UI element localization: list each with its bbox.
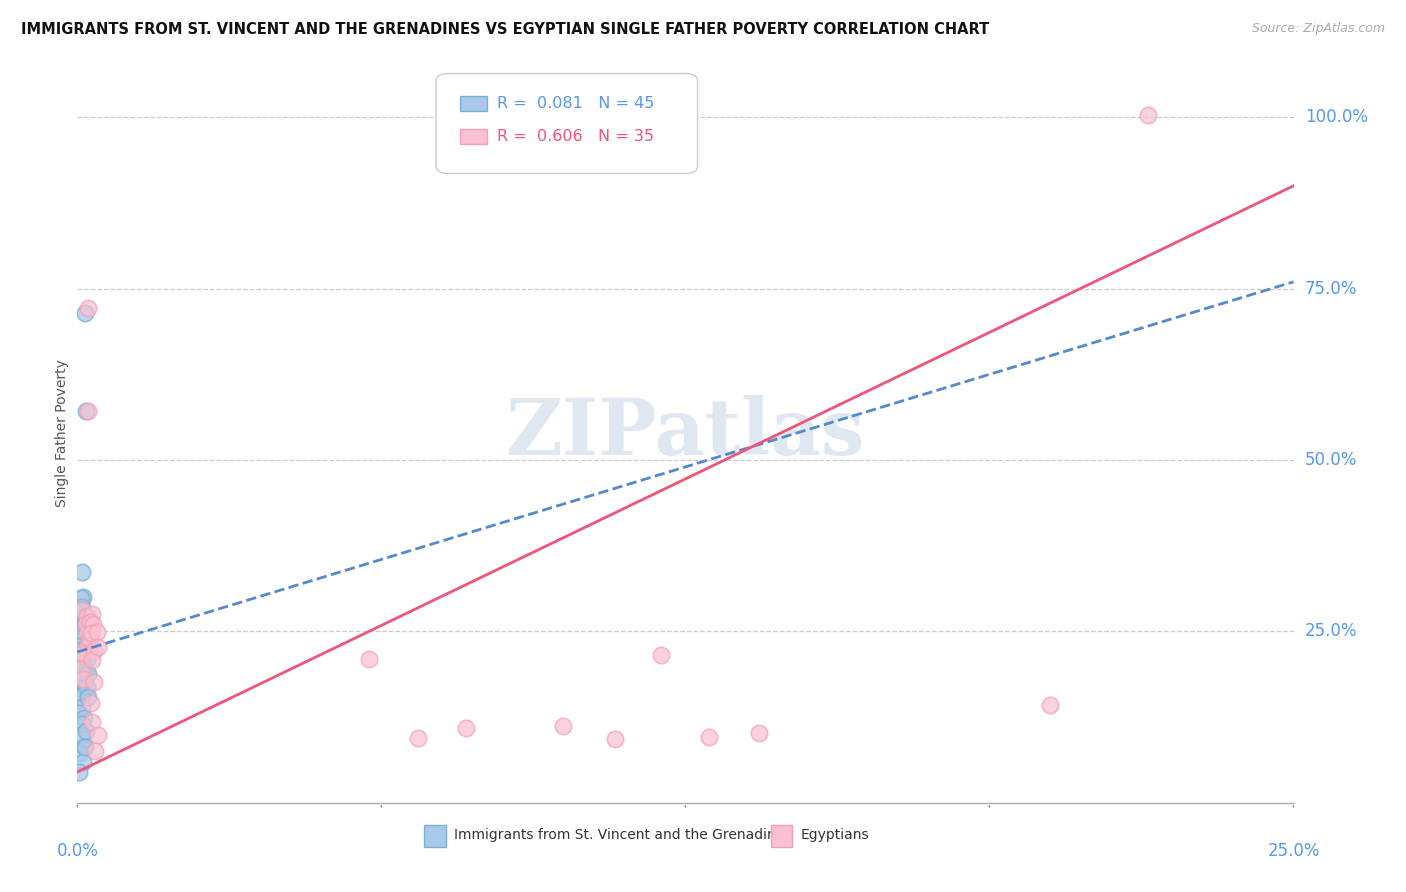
Point (359, 652, 381, 666)
Point (73, 739, 96, 754)
Point (72, 674, 94, 689)
Point (67, 706, 90, 721)
Text: Source: ZipAtlas.com: Source: ZipAtlas.com (1251, 22, 1385, 36)
Point (70, 634, 93, 648)
Point (70, 565, 93, 579)
Text: 25.0%: 25.0% (1267, 842, 1320, 860)
Point (70, 599, 93, 614)
Point (75, 680, 97, 694)
Point (72, 590, 94, 604)
FancyBboxPatch shape (436, 73, 697, 173)
Point (70, 642, 93, 657)
Point (72, 652, 94, 666)
Point (67, 765, 90, 780)
Point (73, 710, 96, 724)
Point (83, 644, 105, 658)
Point (75, 617, 97, 632)
Bar (425, 825, 446, 847)
Point (75, 724, 97, 739)
Point (83, 674, 105, 689)
Point (70, 644, 93, 658)
Point (70, 647, 93, 661)
Point (1039, 698, 1062, 712)
Point (75, 404, 97, 418)
Point (73, 667, 96, 681)
Bar (770, 825, 793, 847)
Point (70, 638, 93, 652)
Text: IMMIGRANTS FROM ST. VINCENT AND THE GRENADINES VS EGYPTIAN SINGLE FATHER POVERTY: IMMIGRANTS FROM ST. VINCENT AND THE GREN… (21, 22, 990, 37)
Point (79, 615, 101, 629)
Point (406, 731, 429, 745)
Point (697, 731, 720, 745)
Point (70, 591, 93, 606)
Point (73, 740, 96, 755)
Text: Egyptians: Egyptians (801, 829, 869, 842)
Point (80, 696, 103, 710)
Point (77, 666, 100, 681)
Point (70, 674, 93, 689)
Point (69, 646, 91, 660)
Text: R =  0.081   N = 45: R = 0.081 N = 45 (496, 95, 654, 111)
Point (77, 639, 100, 653)
Point (76, 608, 98, 623)
Point (69, 690, 91, 704)
Point (70, 728, 93, 742)
Point (77, 404, 100, 418)
Y-axis label: Single Father Poverty: Single Father Poverty (55, 359, 69, 507)
Point (82, 653, 104, 667)
Point (748, 725, 770, 739)
Text: 25.0%: 25.0% (1305, 623, 1357, 640)
Text: Immigrants from St. Vincent and the Grenadines: Immigrants from St. Vincent and the Gren… (454, 829, 792, 842)
Point (70, 700, 93, 714)
Point (77, 690, 100, 705)
Point (551, 719, 574, 733)
Point (77, 631, 100, 645)
Point (86, 625, 108, 640)
Point (72, 755, 94, 769)
Point (75, 615, 97, 630)
Point (84, 744, 107, 758)
Point (73, 306, 96, 320)
Point (76, 625, 98, 640)
Text: 100.0%: 100.0% (1305, 108, 1368, 127)
Point (72, 624, 94, 639)
Point (72, 655, 94, 669)
Point (82, 607, 104, 621)
Point (70, 603, 93, 617)
Point (70, 717, 93, 731)
Point (603, 731, 626, 746)
Point (69, 659, 91, 673)
Point (80, 626, 103, 640)
Point (650, 648, 672, 663)
Point (76, 680, 98, 694)
Text: 75.0%: 75.0% (1305, 280, 1357, 298)
Point (86, 728, 108, 742)
Text: 0.0%: 0.0% (56, 842, 98, 860)
Point (75, 609, 97, 624)
Point (70, 603, 93, 617)
Bar (460, 129, 488, 144)
Text: ZIPatlas: ZIPatlas (506, 394, 865, 471)
Point (87, 640, 110, 654)
Point (82, 616, 104, 631)
Point (79, 640, 101, 654)
Bar (460, 95, 488, 111)
Point (72, 648, 94, 663)
Text: 50.0%: 50.0% (1305, 451, 1357, 469)
Text: R =  0.606   N = 35: R = 0.606 N = 35 (496, 129, 654, 144)
Point (1136, 108, 1159, 122)
Point (72, 672, 94, 686)
Point (80, 714, 103, 729)
Point (70, 689, 93, 703)
Point (73, 617, 96, 632)
Point (79, 632, 101, 646)
Point (70, 625, 93, 640)
Point (72, 630, 94, 644)
Point (454, 721, 477, 735)
Point (70, 663, 93, 677)
Point (69, 617, 91, 632)
Point (76, 301, 98, 315)
Point (76, 652, 98, 666)
Point (69, 747, 91, 761)
